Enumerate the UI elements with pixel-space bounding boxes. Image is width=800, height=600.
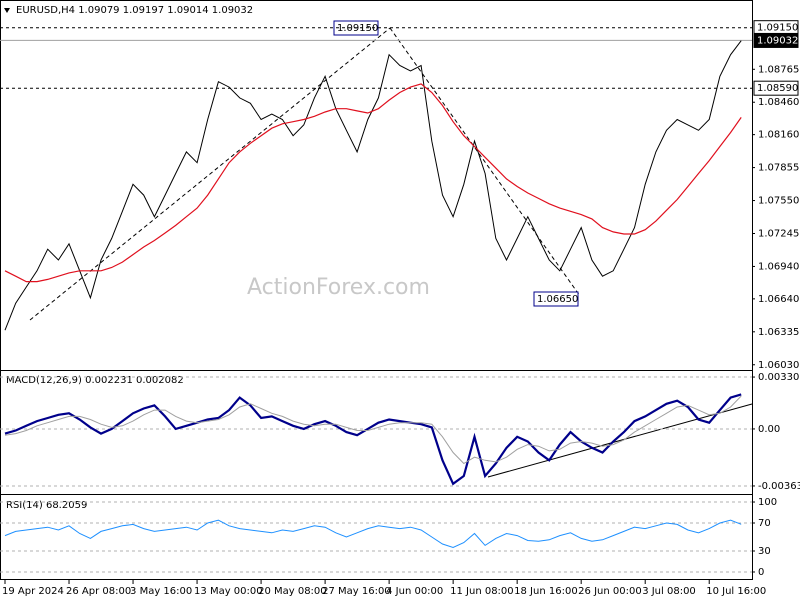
y-tick-label: 1.06640: [758, 294, 799, 305]
annotation: 1.06650: [537, 294, 578, 305]
y-tick-label: 1.07550: [758, 196, 799, 207]
macd-title: MACD(12,26,9) 0.002231 0.002082: [6, 375, 184, 386]
level-label-box: [753, 80, 799, 96]
x-tick-label: 13 May 00:00: [194, 586, 263, 597]
annotation: 1.09150: [337, 23, 378, 34]
y-tick-label: 0.003308: [758, 372, 800, 383]
y-tick-label: 1.06030: [758, 360, 799, 371]
x-tick-label: 20 May 08:00: [258, 586, 327, 597]
y-tick-label: 30: [758, 546, 771, 557]
menu-icon: [4, 8, 10, 13]
level-label: 1.09150: [757, 23, 798, 34]
y-tick-label: 1.07855: [758, 163, 799, 174]
y-tick-label: 1.06940: [758, 261, 799, 272]
x-tick-label: 3 Jul 08:00: [642, 586, 696, 597]
y-tick-label: -0.003635: [758, 481, 800, 492]
level-label-box: [753, 32, 799, 48]
y-tick-label: 0.00: [758, 424, 780, 435]
x-tick-label: 27 May 16:00: [322, 586, 391, 597]
x-tick-label: 11 Jun 08:00: [450, 586, 514, 597]
x-tick-label: 26 Jun 00:00: [578, 586, 642, 597]
x-tick-label: 3 May 16:00: [130, 586, 192, 597]
series-line: [4, 519, 742, 549]
rsi-title: RSI(14) 68.2059: [6, 500, 87, 511]
watermark: ActionForex.com: [247, 275, 430, 300]
y-tick-label: 1.06335: [758, 327, 799, 338]
y-tick-label: 0: [758, 567, 764, 578]
x-tick-label: 19 Apr 2024: [2, 586, 64, 597]
level-label: 1.09032: [757, 35, 798, 46]
series-line: [4, 40, 742, 331]
x-tick-label: 10 Jul 16:00: [706, 586, 766, 597]
x-tick-label: 18 Jun 16:00: [514, 586, 578, 597]
price-title: EURUSD,H4 1.09079 1.09197 1.09014 1.0903…: [16, 5, 253, 16]
series-line: [4, 393, 742, 486]
annotation-box: [533, 291, 579, 307]
level-label: 1.08590: [757, 83, 798, 94]
series-line: [4, 395, 742, 465]
y-tick-label: 1.08160: [758, 130, 799, 141]
y-tick-label: 100: [758, 497, 777, 508]
x-tick-label: 4 Jun 00:00: [386, 586, 443, 597]
y-tick-label: 1.08765: [758, 64, 799, 75]
trend-line: [389, 27, 581, 297]
y-tick-label: 1.08460: [758, 97, 799, 108]
y-tick-label: 1.07245: [758, 228, 799, 239]
x-tick-label: 26 Apr 08:00: [66, 586, 131, 597]
y-tick-label: 70: [758, 518, 771, 529]
series-line: [4, 83, 742, 283]
trend-line: [487, 403, 753, 478]
frame: [0, 0, 753, 580]
